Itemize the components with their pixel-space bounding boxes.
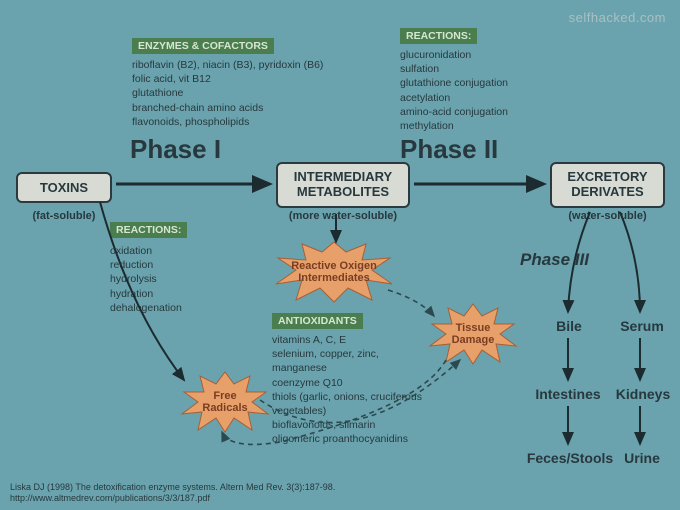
diagram-canvas: selfhacked.com ENZYMES & COFACTORS ribof… xyxy=(0,0,680,510)
citation: Liska DJ (1998) The detoxification enzym… xyxy=(10,482,335,505)
arrows-layer xyxy=(0,0,680,510)
